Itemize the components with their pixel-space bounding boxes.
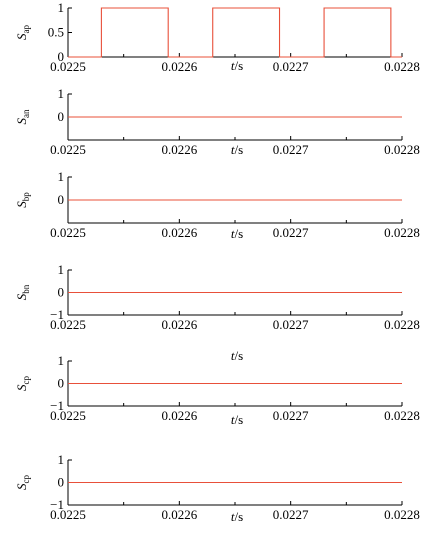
x-axis-label: t/s (231, 58, 243, 73)
x-axis-label-var: t (231, 348, 235, 363)
y-tick-label: −1 (50, 497, 64, 512)
y-tick-label: 1 (58, 169, 65, 184)
x-tick-label: 0.0228 (384, 59, 420, 74)
x-tick-label: 0.0227 (273, 507, 309, 522)
x-tick-label: 0.0226 (161, 317, 197, 332)
x-tick-label: 0.0226 (161, 408, 197, 423)
x-tick-label: 0.0226 (161, 507, 197, 522)
y-axis-label-sub: bp (21, 192, 31, 202)
y-tick-label: 0 (58, 49, 65, 64)
x-axis-label: t/s (231, 509, 243, 524)
y-tick-label: 1 (58, 262, 65, 277)
y-axis-label-sub: bn (21, 284, 31, 294)
y-axis-label-main: S (14, 33, 29, 40)
x-tick-label: 0.0225 (50, 59, 86, 74)
y-axis-label-sub: cp (21, 475, 31, 484)
x-axis-label: t/s (231, 226, 243, 241)
y-axis-label-sub: cp (21, 376, 31, 385)
x-tick-label: 0.0227 (273, 408, 309, 423)
x-tick-label: 0.0225 (50, 225, 86, 240)
y-axis-label-main: S (14, 201, 29, 208)
subplot-3: 0.0225 0.0226 0.0227 0.0228 0 1 Sbp t/s (14, 169, 420, 241)
subplot-6: 0.0225 0.0226 0.0227 0.0228 −1 0 1 Scp t/s (14, 452, 420, 524)
x-axis-label: t/s (231, 142, 243, 157)
subplot-5: 0.0225 0.0226 0.0227 0.0228 −1 0 1 Scp t/s (14, 353, 420, 427)
x-tick-label: 0.0228 (384, 408, 420, 423)
x-tick-label: 0.0226 (161, 225, 197, 240)
x-tick-label: 0.0227 (273, 142, 309, 157)
y-axis-label: Scp (14, 475, 31, 490)
y-tick-label: 0 (58, 192, 65, 207)
x-tick-label: 0.0227 (273, 317, 309, 332)
x-axis-label-var: t (231, 412, 235, 427)
x-tick-label: 0.0228 (384, 142, 420, 157)
subplot-1: 0.0225 0.0226 0.0227 0.0228 0 0.5 1 Sap t/s (14, 0, 420, 74)
x-axis-label-var: t (231, 58, 235, 73)
x-axis-label-var: t (231, 226, 235, 241)
y-tick-label: 1 (58, 452, 65, 467)
x-axis-label-unit: /s (234, 348, 243, 363)
y-axis-label-main: S (14, 384, 29, 391)
x-tick-label: 0.0226 (161, 59, 197, 74)
x-tick-label: 0.0226 (161, 142, 197, 157)
y-axis-label: Sbn (14, 284, 31, 300)
y-tick-label: 1 (58, 0, 65, 15)
x-tick-label: 0.0225 (50, 408, 86, 423)
y-axis-label: Scp (14, 376, 31, 391)
x-axis-label-unit: /s (234, 509, 243, 524)
y-axis-label: Sap (14, 25, 31, 40)
subplot-2: 0.0225 0.0226 0.0227 0.0228 0 1 San t/s (14, 86, 420, 157)
x-tick-label: 0.0225 (50, 507, 86, 522)
y-tick-label: 1 (58, 353, 65, 368)
x-axis-label-unit: /s (234, 142, 243, 157)
x-axis-label-var: t (231, 509, 235, 524)
y-axis-label: Sbp (14, 192, 31, 208)
series-line-1 (68, 7, 402, 58)
x-tick-label: 0.0227 (273, 225, 309, 240)
x-tick-label: 0.0225 (50, 317, 86, 332)
y-tick-label: 0 (58, 475, 65, 490)
y-tick-label: 0.5 (48, 25, 64, 40)
x-axis-label: t/s (231, 348, 243, 363)
x-axis-label: t/s (231, 412, 243, 427)
y-tick-label: 0 (58, 376, 65, 391)
x-axis-label-unit: /s (234, 412, 243, 427)
y-axis-label-main: S (14, 118, 29, 125)
y-axis-label-sub: an (21, 109, 31, 118)
x-axis-label-unit: /s (234, 226, 243, 241)
x-tick-label: 0.0227 (273, 59, 309, 74)
x-tick-label: 0.0228 (384, 507, 420, 522)
y-axis-label-main: S (14, 293, 29, 300)
y-axis-label-main: S (14, 483, 29, 490)
subplot-4: 0.0225 0.0226 0.0227 0.0228 −1 0 1 Sbn t/s (14, 262, 420, 363)
y-axis-label: San (14, 109, 31, 124)
x-tick-label: 0.0228 (384, 225, 420, 240)
y-tick-label: 0 (58, 109, 65, 124)
x-tick-label: 0.0228 (384, 317, 420, 332)
y-tick-label: 1 (58, 86, 65, 101)
y-tick-label: 0 (58, 285, 65, 300)
y-tick-label: −1 (50, 398, 64, 413)
x-axis-label-unit: /s (234, 58, 243, 73)
x-axis-label-var: t (231, 142, 235, 157)
y-axis-label-sub: ap (21, 25, 31, 34)
x-tick-label: 0.0225 (50, 142, 86, 157)
y-tick-label: −1 (50, 307, 64, 322)
